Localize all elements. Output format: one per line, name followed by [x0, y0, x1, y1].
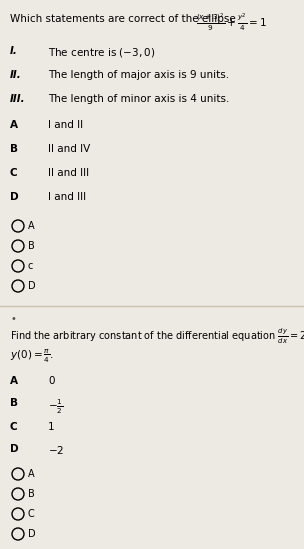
- Text: The length of minor axis is 4 units.: The length of minor axis is 4 units.: [48, 94, 230, 104]
- Text: II.: II.: [10, 70, 22, 80]
- Text: Which statements are correct of the ellipse: Which statements are correct of the elli…: [10, 14, 236, 24]
- Text: D: D: [28, 529, 36, 539]
- Text: B: B: [10, 398, 18, 408]
- Text: A: A: [10, 120, 18, 130]
- Text: $\frac{(x+3)^2}{9}+\frac{y^2}{4}=1$: $\frac{(x+3)^2}{9}+\frac{y^2}{4}=1$: [196, 12, 267, 33]
- Text: 0: 0: [48, 376, 54, 386]
- Text: II and IV: II and IV: [48, 144, 90, 154]
- Text: II and III: II and III: [48, 168, 89, 178]
- Text: $-\frac{1}{2}$: $-\frac{1}{2}$: [48, 398, 63, 417]
- Text: I.: I.: [10, 46, 18, 56]
- Text: •: •: [10, 314, 16, 324]
- Text: C: C: [28, 509, 35, 519]
- Text: A: A: [28, 469, 35, 479]
- Text: B: B: [10, 144, 18, 154]
- Text: $y(0)=\frac{\pi}{4}$.: $y(0)=\frac{\pi}{4}$.: [10, 348, 54, 365]
- Text: The length of major axis is 9 units.: The length of major axis is 9 units.: [48, 70, 229, 80]
- Text: B: B: [28, 489, 35, 499]
- Text: A: A: [28, 221, 35, 231]
- Text: D: D: [10, 444, 19, 454]
- Text: Find the arbitrary constant of the differential equation $\frac{dy}{dx}=2x\cos^2: Find the arbitrary constant of the diffe…: [10, 326, 304, 346]
- Text: A: A: [10, 376, 18, 386]
- Text: I and III: I and III: [48, 192, 86, 202]
- Text: B: B: [28, 241, 35, 251]
- Text: 1: 1: [48, 422, 55, 432]
- Text: c: c: [28, 261, 33, 271]
- Text: C: C: [10, 422, 18, 432]
- Text: III.: III.: [10, 94, 26, 104]
- Text: D: D: [28, 281, 36, 291]
- Text: D: D: [10, 192, 19, 202]
- Text: C: C: [10, 168, 18, 178]
- Text: I and II: I and II: [48, 120, 83, 130]
- Text: The centre is $(-3,0)$: The centre is $(-3,0)$: [48, 46, 155, 59]
- Text: $-2$: $-2$: [48, 444, 64, 456]
